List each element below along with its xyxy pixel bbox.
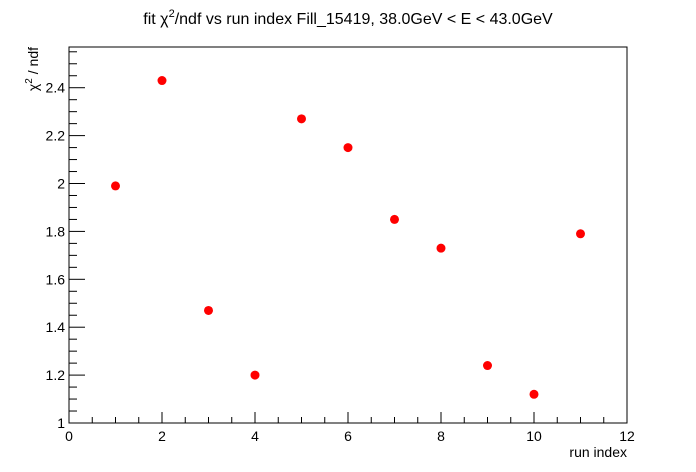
data-point bbox=[576, 229, 585, 239]
x-tick-label: 2 bbox=[158, 428, 166, 444]
plot-frame bbox=[68, 46, 628, 424]
y-tick-label: 1.2 bbox=[46, 367, 66, 383]
y-tick-label: 2.2 bbox=[46, 128, 66, 144]
x-axis-title: run index bbox=[569, 444, 627, 460]
x-tick-label: 6 bbox=[344, 428, 352, 444]
chart-title: fit χ2/ndf vs run index Fill_15419, 38.0… bbox=[143, 8, 553, 28]
data-point bbox=[111, 181, 120, 191]
data-points bbox=[111, 76, 585, 399]
data-point bbox=[250, 370, 260, 380]
y-tick-label: 1.6 bbox=[46, 271, 66, 287]
data-point bbox=[157, 76, 167, 86]
x-tick-label: 0 bbox=[65, 428, 73, 444]
axis-tick-labels: 0 2 4 6 8 10 12 1 1.2 1.4 1.6 1.8 2 2.2 2.4 bbox=[46, 80, 635, 444]
x-tick-label: 4 bbox=[251, 428, 259, 444]
y-tick-label: 1.8 bbox=[46, 223, 66, 239]
y-tick-label: 1.4 bbox=[46, 319, 66, 335]
y-tick-label: 1 bbox=[57, 415, 65, 431]
x-tick-label: 12 bbox=[619, 428, 635, 444]
x-tick-label: 10 bbox=[526, 428, 542, 444]
y-tick-label: 2 bbox=[57, 176, 65, 192]
axis-ticks bbox=[68, 51, 628, 424]
y-axis-title: χ2 / ndf bbox=[24, 47, 41, 91]
data-point bbox=[390, 214, 399, 224]
data-point bbox=[204, 305, 213, 315]
data-point bbox=[436, 243, 446, 253]
data-point bbox=[343, 143, 353, 153]
y-tick-label: 2.4 bbox=[46, 80, 66, 96]
x-tick-label: 8 bbox=[437, 428, 445, 444]
data-point bbox=[483, 361, 492, 371]
data-point bbox=[529, 389, 539, 399]
data-point bbox=[297, 114, 306, 124]
